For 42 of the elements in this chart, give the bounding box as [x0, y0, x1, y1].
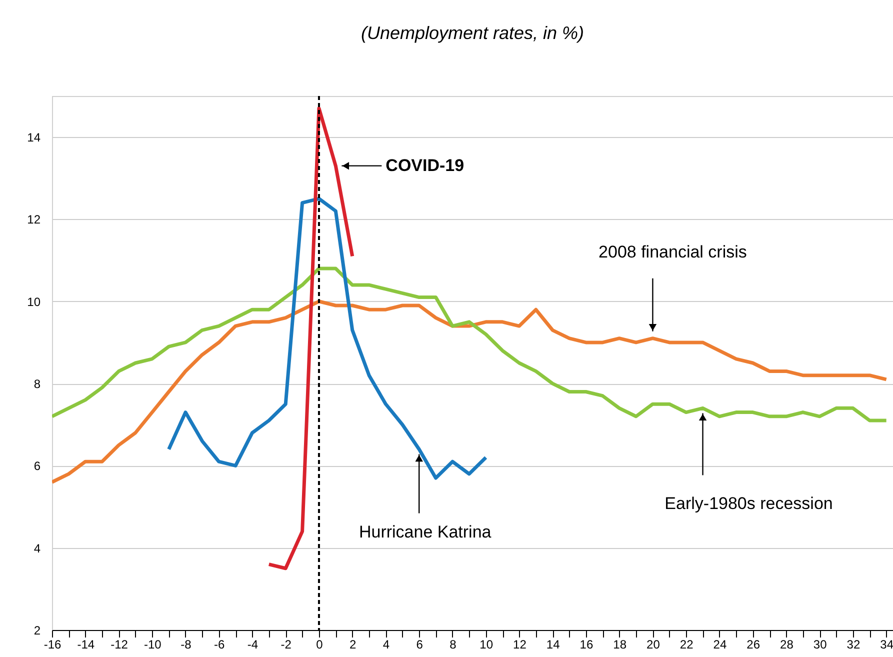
y-tick-label: 12	[27, 212, 41, 227]
x-tick-label: 10	[480, 638, 494, 652]
x-tick-label: 14	[546, 638, 560, 652]
annotation: COVID-19	[386, 156, 464, 175]
x-tick-label: 24	[713, 638, 727, 652]
x-tick-label: 8	[450, 638, 457, 652]
x-tick-label: -14	[77, 638, 95, 652]
x-tick-label: -10	[144, 638, 162, 652]
line-series	[52, 300, 888, 484]
x-tick-label: 2	[350, 638, 357, 652]
line-series	[267, 106, 354, 570]
line-series	[167, 196, 488, 480]
annotation: Hurricane Katrina	[358, 522, 492, 542]
y-tick-label: 10	[27, 294, 41, 309]
y-tick-label: 6	[34, 459, 41, 474]
x-tick-label: 20	[646, 638, 660, 652]
x-tick-label: 30	[813, 638, 828, 652]
x-tick-label: 26	[746, 638, 760, 652]
x-tick-label: -4	[247, 638, 258, 652]
x-tick-label: 6	[416, 638, 424, 652]
line-series	[52, 266, 888, 422]
x-tick-label: 12	[513, 638, 527, 652]
annotation: 2008 financial crisis	[598, 242, 747, 262]
x-tick-label: -12	[110, 638, 128, 652]
x-tick-label: 32	[846, 638, 860, 652]
y-tick-label: 14	[27, 130, 41, 145]
x-tick-label: -16	[44, 638, 62, 652]
y-tick-label: 4	[34, 541, 41, 556]
y-tick-label: 2	[34, 624, 41, 638]
x-tick-label: 18	[613, 638, 627, 652]
x-tick-label: 28	[780, 638, 794, 652]
x-tick-label: -8	[180, 638, 192, 652]
x-tick-label: 34	[880, 638, 893, 652]
annotation: Early-1980s recession	[664, 494, 833, 514]
x-tick-label: -6	[214, 638, 226, 652]
x-tick-label: 16	[580, 638, 594, 652]
x-tick-label: 0	[316, 638, 324, 652]
y-tick-label: 8	[34, 377, 41, 392]
chart-title: (Unemployment rates, in %)	[360, 23, 584, 43]
x-tick-label: -2	[280, 638, 292, 652]
x-tick-label: 4	[382, 638, 390, 652]
x-tick-label: 22	[680, 638, 694, 652]
